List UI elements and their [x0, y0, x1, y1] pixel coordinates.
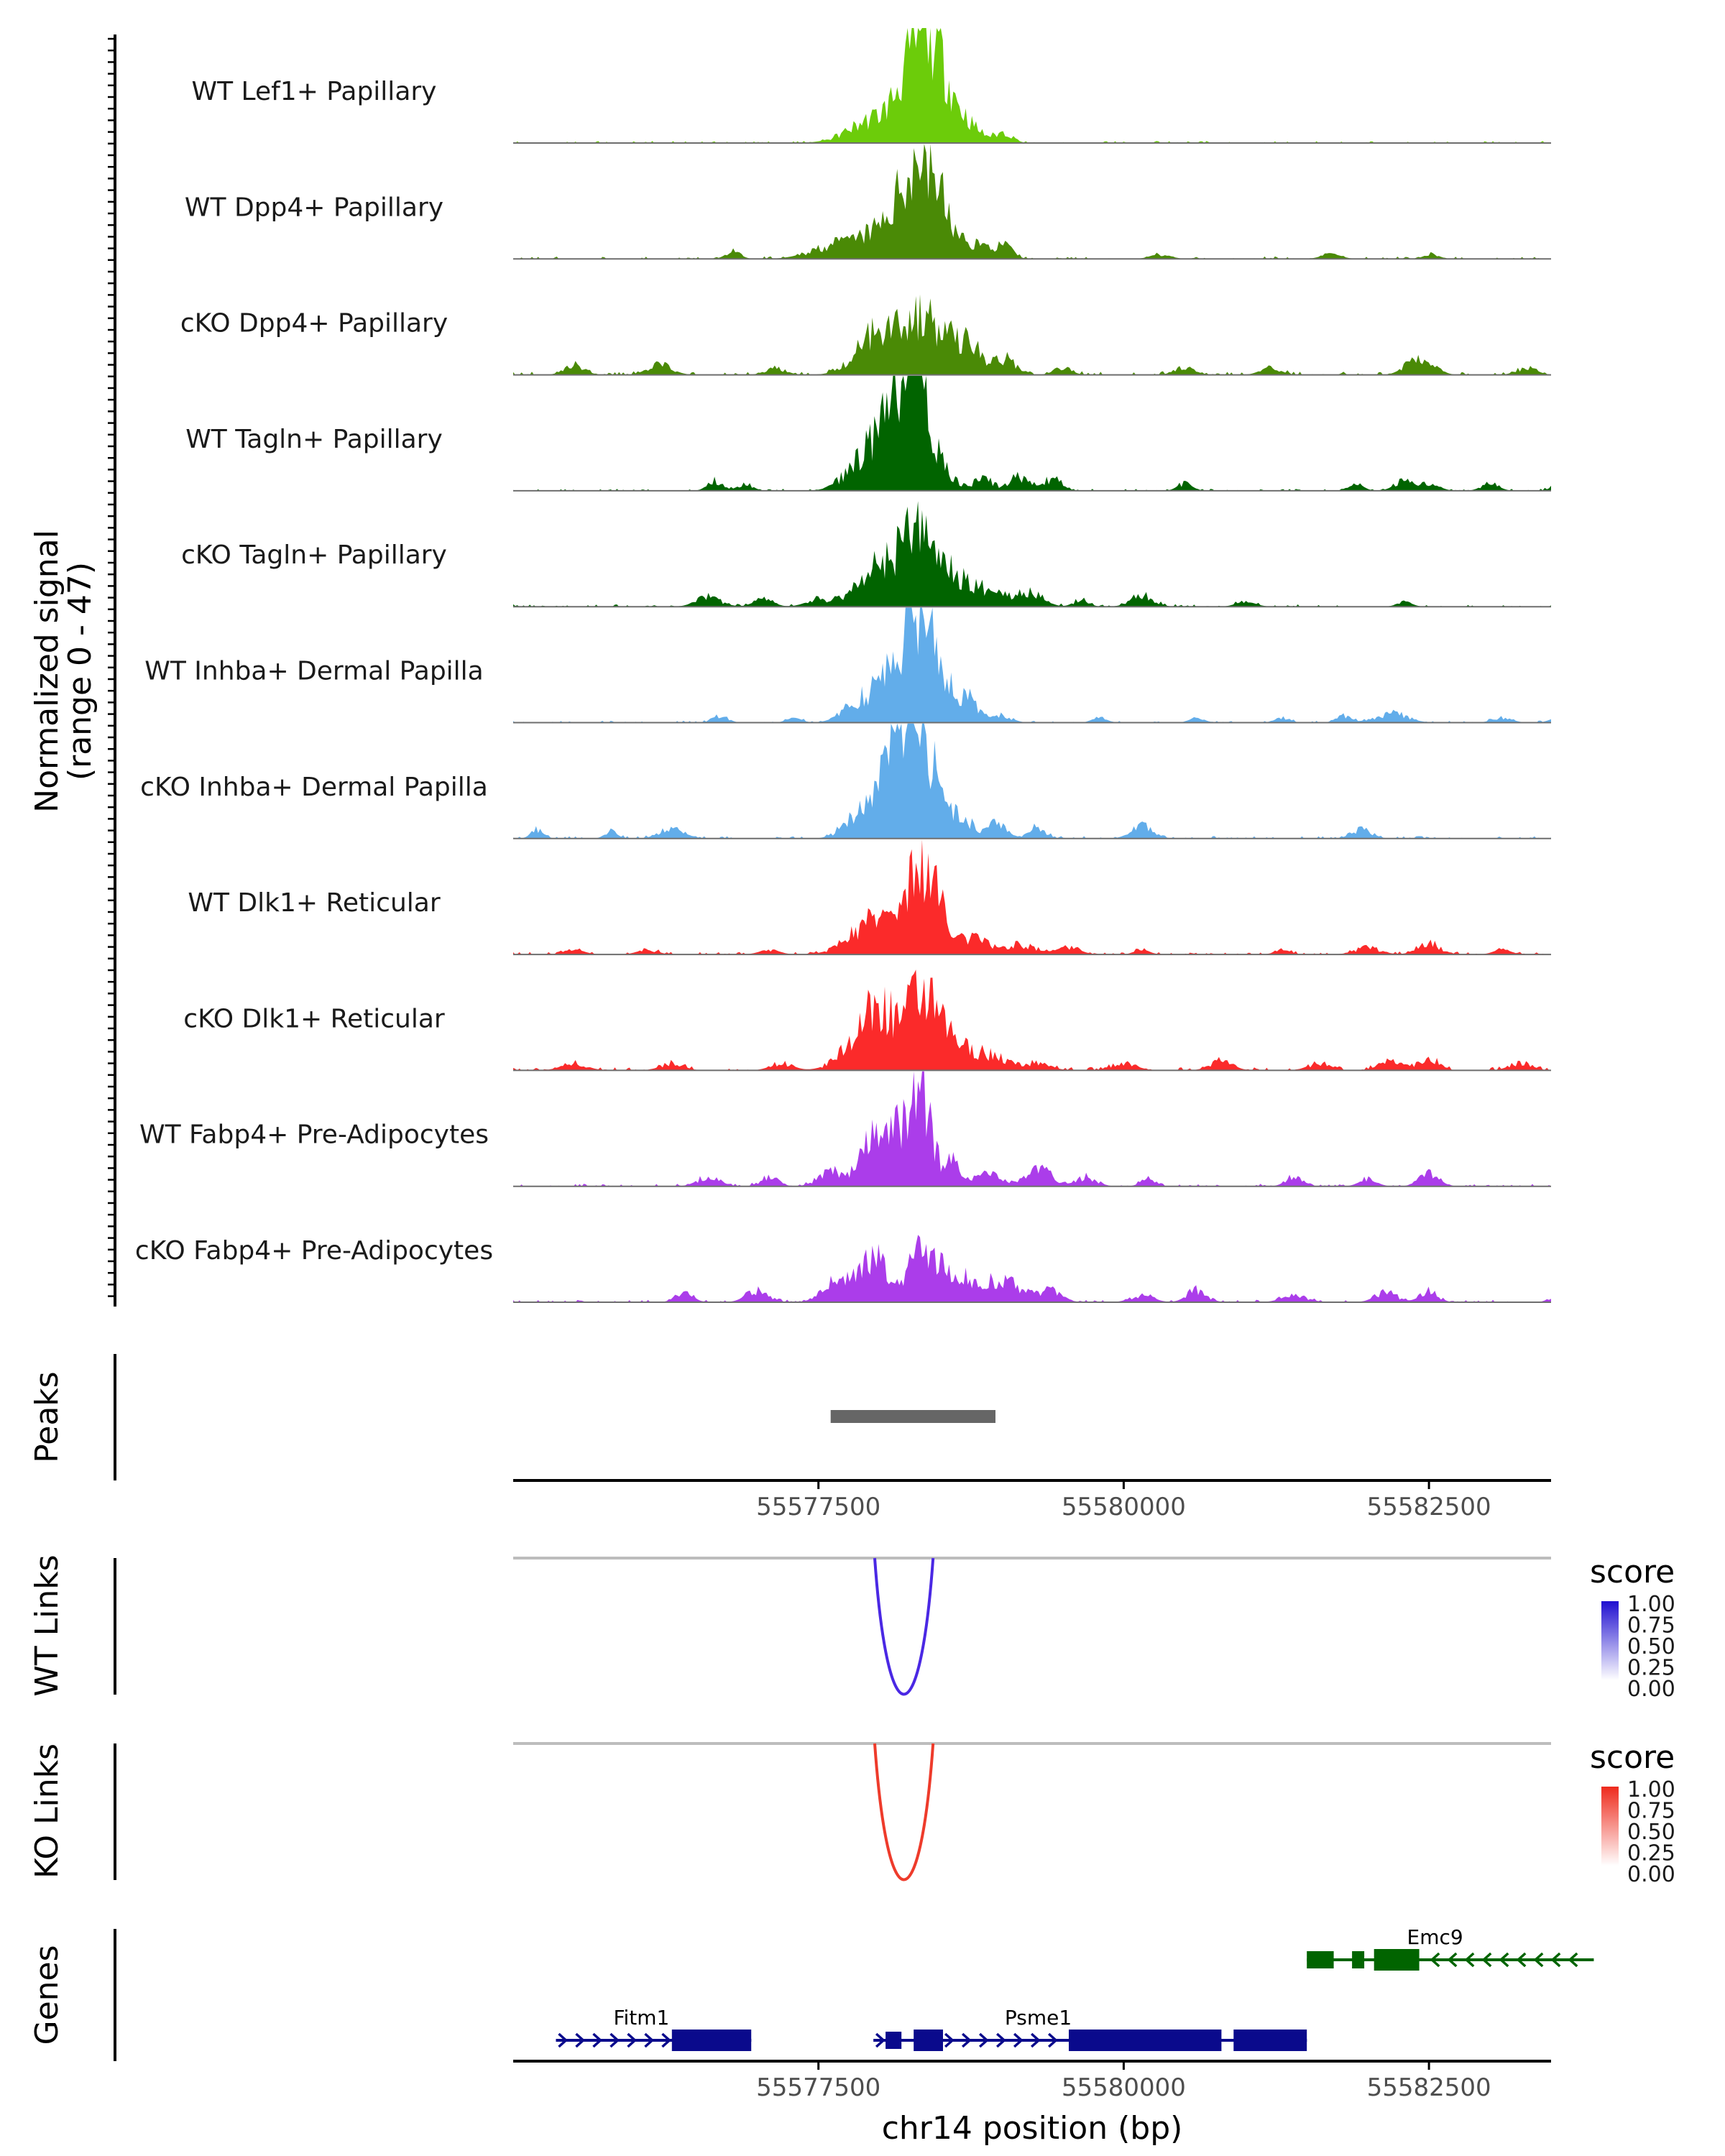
coverage-area-5 [513, 501, 1551, 607]
peaks-panel [114, 1354, 995, 1480]
coverage-area-9 [513, 969, 1551, 1071]
ko-links-legend-title: score [1590, 1739, 1675, 1776]
coverage-track-label: cKO Dpp4+ Papillary [180, 309, 448, 338]
strand-arrow [558, 2032, 569, 2048]
legend-tick-label: 0.75 [1627, 1613, 1675, 1639]
genes-track-label: Genes [29, 1945, 65, 2045]
legend-colorbar [1601, 1601, 1619, 1680]
strand-arrow [1533, 1952, 1544, 1968]
strand-arrow [995, 2032, 1006, 2048]
coverage-track-label: WT Fabp4+ Pre-Adipocytes [139, 1120, 489, 1150]
strand-arrow [1047, 2032, 1058, 2048]
y-axis-label: Normalized signal [29, 530, 65, 813]
coverage-panel: WT Lef1+ Papillary WT Dpp4+ Papillary cKO … [108, 28, 1551, 1307]
coverage-area-3 [513, 294, 1551, 375]
coverage-area-7 [513, 723, 1551, 839]
link-arc [873, 1743, 935, 1881]
strand-arrow [1430, 1952, 1440, 1968]
x-tick-label: 55577500 [756, 1493, 880, 1521]
coverage-area-10 [513, 1071, 1551, 1187]
x-tick-label: 55577500 [756, 2073, 880, 2102]
legend-tick-label: 1.00 [1627, 1592, 1675, 1617]
legend-tick-label: 0.00 [1627, 1862, 1675, 1887]
legend-tick-label: 0.25 [1627, 1841, 1675, 1866]
ko-links-label: KO Links [29, 1743, 65, 1879]
coverage-track-label: cKO Dlk1+ Reticular [183, 1004, 445, 1033]
coverage-track-label: WT Tagln+ Papillary [185, 425, 443, 454]
x-axis-title: chr14 position (bp) [882, 2110, 1183, 2147]
genes-panel: Fitm1 Psme1 Emc9 [114, 1925, 1594, 2061]
coverage-area-8 [513, 839, 1551, 955]
strand-arrow [575, 2032, 586, 2048]
strand-arrow [875, 2032, 886, 2048]
strand-arrow [610, 2032, 620, 2048]
strand-arrow [1568, 1952, 1578, 1968]
strand-arrow [961, 2032, 972, 2048]
strand-arrow [978, 2032, 989, 2048]
links-panel: 1.000.750.500.250.001.000.750.500.250.00 [114, 1557, 1675, 1887]
coverage-area-11 [513, 1235, 1551, 1302]
coverage-track-label: WT Dpp4+ Papillary [185, 193, 443, 222]
coverage-track-label: WT Inhba+ Dermal Papilla [144, 657, 483, 686]
gene-exon [1233, 2030, 1307, 2051]
peaks-track-label: Peaks [29, 1371, 65, 1462]
legend-tick-label: 0.25 [1627, 1656, 1675, 1681]
gene-exon [1307, 1951, 1334, 1968]
gene-name-label: Fitm1 [613, 2006, 669, 2030]
coverage-track-label: WT Lef1+ Papillary [192, 77, 437, 106]
strand-arrow [644, 2032, 655, 2048]
coverage-track-label: cKO Tagln+ Papillary [181, 540, 447, 570]
x-axis-top: 55577500 55580000 55582500 [513, 1479, 1551, 1521]
legend-tick-label: 0.00 [1627, 1677, 1675, 1702]
link-arc [873, 1557, 935, 1696]
strand-arrow [1464, 1952, 1475, 1968]
gene-name-label: Emc9 [1407, 1925, 1463, 1949]
coverage-track-label: cKO Inhba+ Dermal Papilla [140, 773, 488, 802]
coverage-area-6 [513, 607, 1551, 723]
legend-tick-label: 0.50 [1627, 1820, 1675, 1845]
strand-arrow [1550, 1952, 1561, 1968]
x-tick-label: 55582500 [1367, 2073, 1491, 2102]
legend-tick-label: 1.00 [1627, 1777, 1675, 1802]
coverage-track-label: cKO Fabp4+ Pre-Adipocytes [135, 1236, 493, 1266]
x-tick-label: 55580000 [1062, 2073, 1186, 2102]
strand-arrow [1030, 2032, 1041, 2048]
strand-arrow [592, 2032, 603, 2048]
gene-exon [1374, 1949, 1420, 1971]
legend-tick-label: 0.75 [1627, 1799, 1675, 1824]
x-tick-label: 55582500 [1367, 1493, 1491, 1521]
gene-exon [1352, 1951, 1365, 1968]
strand-arrow [1481, 1952, 1492, 1968]
x-tick-label: 55580000 [1062, 1493, 1186, 1521]
gene-exon [671, 2030, 752, 2051]
strand-arrow [1499, 1952, 1509, 1968]
legend-colorbar [1601, 1787, 1619, 1866]
strand-arrow [661, 2032, 672, 2048]
strand-arrow [1013, 2032, 1024, 2048]
peak-region [830, 1410, 995, 1423]
strand-arrow [627, 2032, 638, 2048]
gene-exon [886, 2032, 902, 2049]
coverage-area-4 [513, 375, 1551, 491]
wt-links-label: WT Links [29, 1554, 65, 1696]
strand-arrow [944, 2032, 954, 2048]
y-axis-label-range: (range 0 - 47) [62, 562, 98, 780]
x-axis-bottom: 55577500 55580000 55582500 [513, 2060, 1551, 2102]
coverage-track-label: WT Dlk1+ Reticular [188, 888, 440, 918]
strand-arrow [1447, 1952, 1458, 1968]
gene-exon [914, 2030, 943, 2051]
gene-exon [1069, 2030, 1222, 2051]
wt-links-legend-title: score [1590, 1554, 1675, 1590]
gene-name-label: Psme1 [1005, 2006, 1072, 2030]
coverage-area-1 [513, 28, 1551, 143]
legend-tick-label: 0.50 [1627, 1634, 1675, 1659]
coverage-area-2 [513, 144, 1551, 259]
strand-arrow [1516, 1952, 1527, 1968]
